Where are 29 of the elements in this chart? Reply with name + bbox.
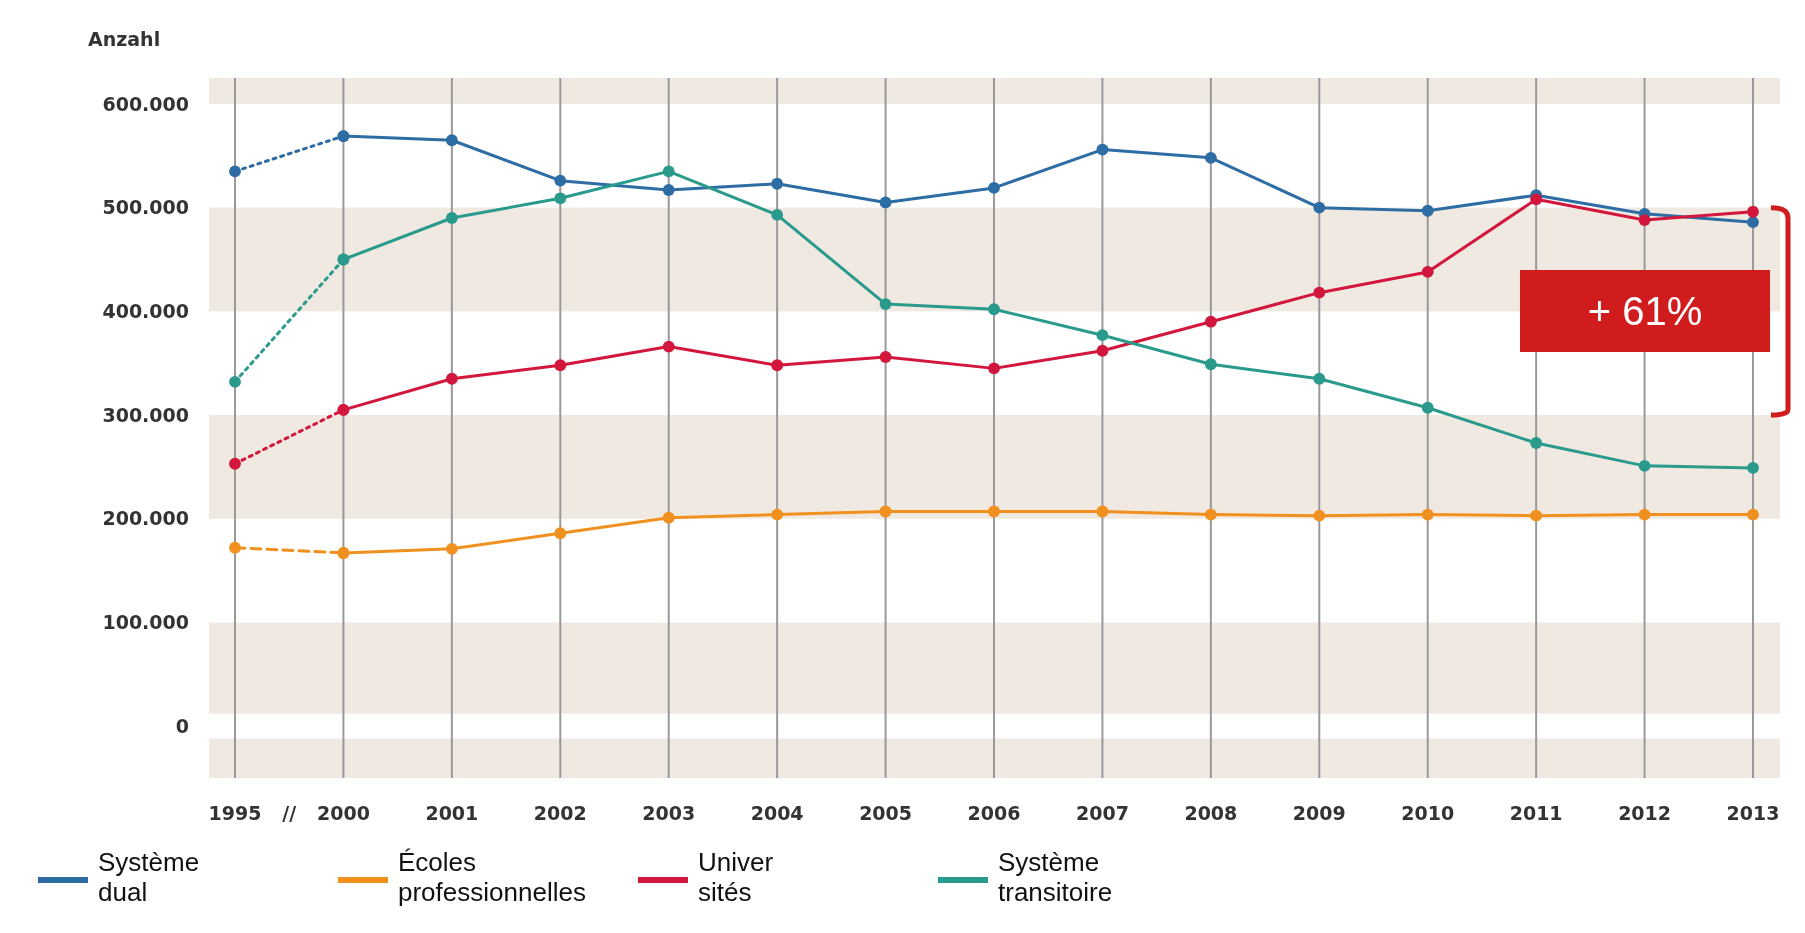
x-tick-label: 2007 (1075, 802, 1129, 824)
x-tick-label: 2000 (316, 802, 370, 824)
x-tick-label: 2004 (750, 802, 804, 824)
x-tick-label: 2013 (1726, 802, 1780, 824)
y-axis-title: Anzahl (88, 28, 161, 50)
y-tick-label: 200.000 (102, 507, 189, 530)
y-tick-label: 500.000 (102, 196, 189, 219)
x-tick-label: 2010 (1401, 802, 1455, 824)
x-tick-label: 2012 (1618, 802, 1672, 824)
legend-label: Système dual (98, 847, 200, 908)
x-tick-label: 2009 (1292, 802, 1346, 824)
y-tick-label: 100.000 (102, 611, 189, 634)
y-tick-label: 0 (175, 714, 189, 737)
legend-label: Univer sités (698, 847, 774, 908)
y-tick-label: 400.000 (102, 299, 189, 322)
y-tick-label: 600.000 (102, 92, 189, 115)
legend-label: Système transitoire (998, 847, 1113, 908)
x-tick-label: 2003 (642, 802, 696, 824)
x-tick-label: 2002 (533, 802, 587, 824)
text: // (282, 802, 297, 824)
annotation: + 61% (1587, 289, 1703, 333)
x-tick-label: 2005 (859, 802, 913, 824)
legend-label: Écoles professionnelles (398, 847, 586, 908)
x-tick-label: 2001 (425, 802, 479, 824)
x-tick-label: 2008 (1184, 802, 1238, 824)
x-tick-label: 1995 (208, 802, 262, 824)
x-tick-label: 2006 (967, 802, 1021, 824)
y-tick-label: 300.000 (102, 403, 189, 426)
x-tick-label: 2011 (1509, 802, 1563, 824)
